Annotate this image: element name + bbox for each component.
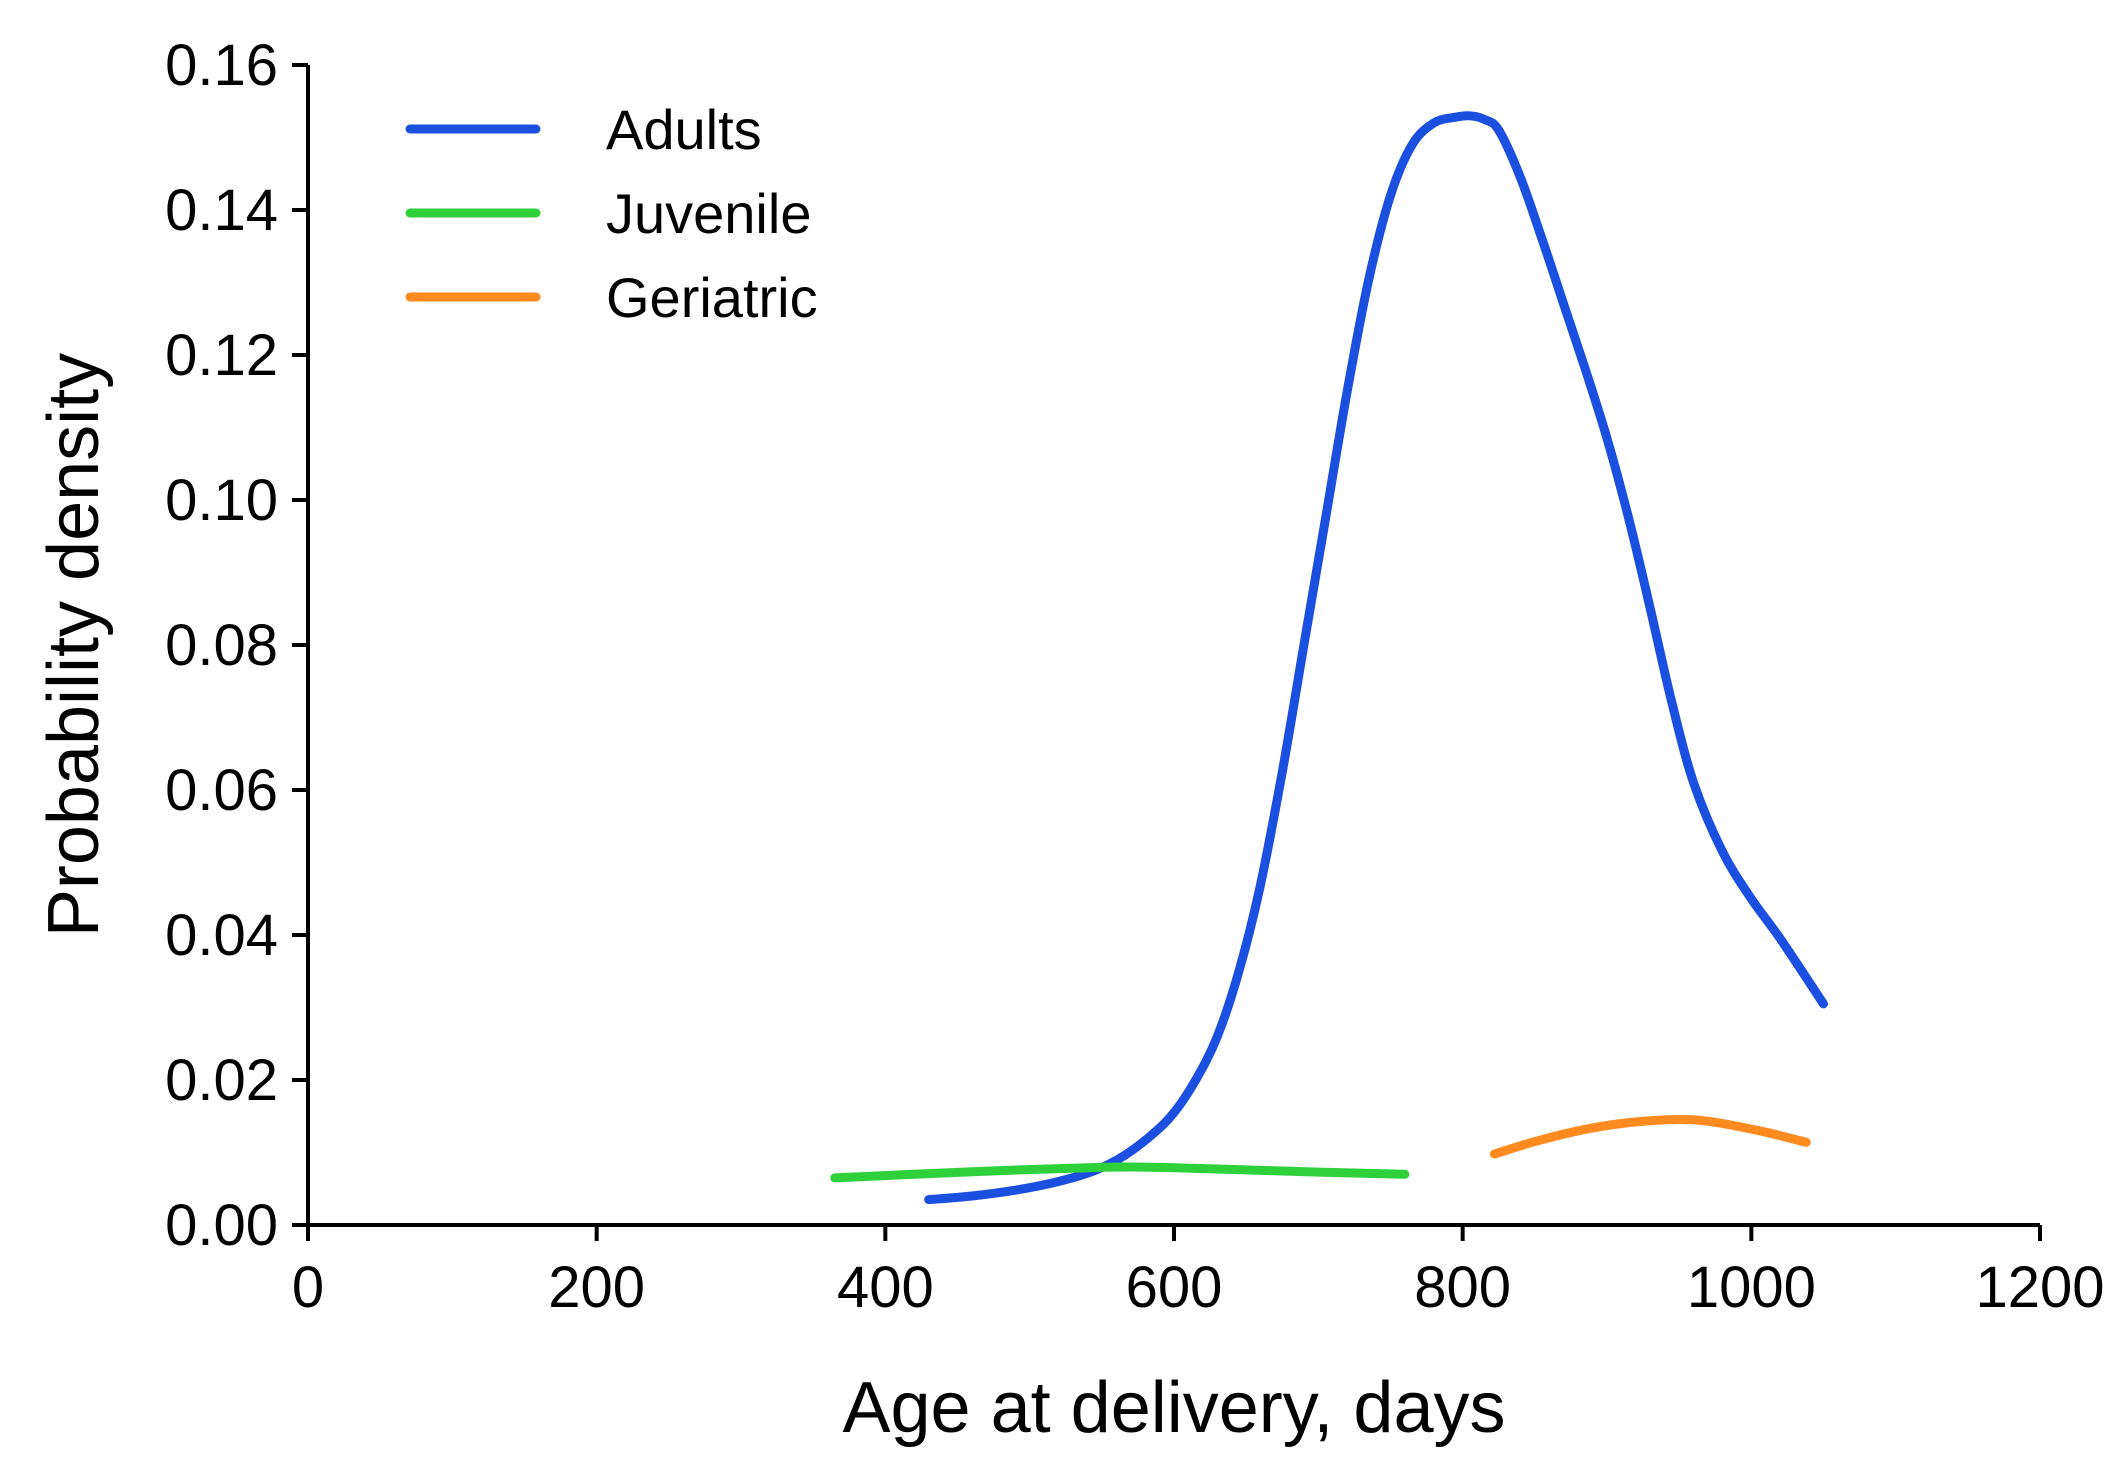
x-tick-label: 800 — [1414, 1255, 1511, 1320]
y-tick-label: 0.04 — [165, 903, 278, 968]
y-tick-label: 0.06 — [165, 758, 278, 823]
y-tick-label: 0.00 — [165, 1193, 278, 1258]
x-tick-label: 1200 — [1975, 1255, 2104, 1320]
legend-label-adults: Adults — [606, 98, 762, 161]
y-axis-ticks: 0.00 0.02 0.04 0.06 0.08 0.10 0.12 0.14 0.16 — [165, 33, 308, 1258]
series-layer — [830, 111, 1828, 1205]
legend-label-geriatric: Geriatric — [606, 266, 818, 329]
x-tick-label: 1000 — [1687, 1255, 1816, 1320]
series-line-adults — [924, 111, 1828, 1205]
y-tick-label: 0.14 — [165, 178, 278, 243]
y-tick-label: 0.16 — [165, 33, 278, 98]
y-axis-title: Probability density — [34, 353, 114, 937]
y-tick-label: 0.02 — [165, 1048, 278, 1113]
x-tick-label: 400 — [837, 1255, 934, 1320]
legend-label-juvenile: Juvenile — [606, 182, 811, 245]
series-line-juvenile — [830, 1162, 1410, 1183]
legend-item-juvenile: Juvenile — [405, 182, 811, 245]
y-tick-label: 0.12 — [165, 323, 278, 388]
series-line-geriatric — [1489, 1114, 1811, 1159]
x-tick-label: 200 — [548, 1255, 645, 1320]
axes: 0 200 400 600 800 1000 1200 0.000.020.040.060.… — [165, 33, 2104, 1320]
y-tick-label: 0.08 — [165, 613, 278, 678]
x-axis-title: Age at delivery, days — [842, 1368, 1505, 1448]
x-tick-label: 0 — [292, 1255, 324, 1320]
legend: Adults Juvenile Geriatric — [405, 98, 818, 329]
legend-item-geriatric: Geriatric — [405, 266, 818, 329]
x-axis-ticks: 0 200 400 600 800 1000 1200 — [292, 1225, 2105, 1320]
y-tick-label: 0.10 — [165, 468, 278, 533]
plot-area — [830, 111, 1828, 1205]
legend-item-adults: Adults — [405, 98, 762, 161]
x-tick-label: 600 — [1126, 1255, 1223, 1320]
